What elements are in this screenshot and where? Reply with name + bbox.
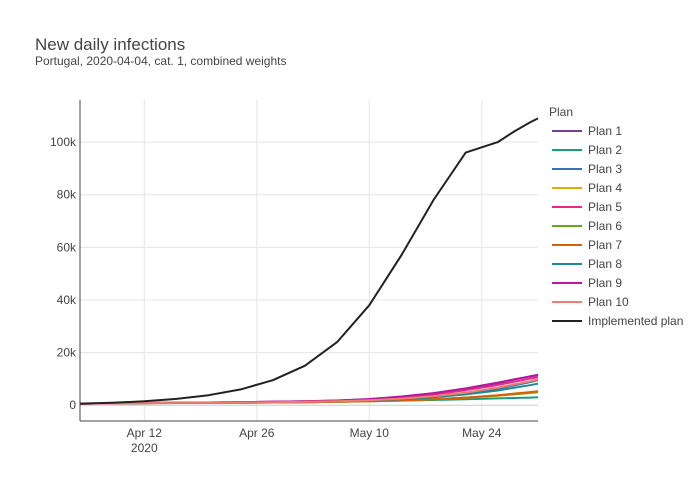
legend-label: Plan 8 — [588, 257, 622, 271]
series-line — [79, 117, 539, 405]
legend-label: Plan 4 — [588, 181, 622, 195]
y-tick-label: 60k — [57, 240, 77, 254]
y-tick-label: 100k — [50, 135, 77, 149]
y-tick-label: 0 — [69, 398, 76, 412]
legend-label: Plan 3 — [588, 162, 622, 176]
legend-label: Plan 5 — [588, 200, 622, 214]
legend-label: Plan 6 — [588, 219, 622, 233]
series-line — [79, 378, 539, 405]
x-tick-sublabel: 2020 — [131, 441, 158, 455]
x-tick-label: Apr 26 — [239, 426, 275, 440]
x-tick-label: May 24 — [462, 426, 502, 440]
y-tick-label: 80k — [57, 188, 77, 202]
y-tick-label: 40k — [57, 293, 77, 307]
y-tick-label: 20k — [57, 346, 77, 360]
x-tick-label: Apr 12 — [127, 426, 163, 440]
chart-title: New daily infections — [35, 35, 186, 54]
x-tick-label: May 10 — [350, 426, 390, 440]
chart-subtitle: Portugal, 2020-04-04, cat. 1, combined w… — [35, 54, 287, 68]
legend-label: Implemented plan — [588, 314, 683, 328]
legend-label: Plan 2 — [588, 143, 622, 157]
legend-title: Plan — [549, 105, 573, 119]
legend-label: Plan 9 — [588, 276, 622, 290]
legend-label: Plan 10 — [588, 295, 629, 309]
legend-label: Plan 1 — [588, 124, 622, 138]
legend-label: Plan 7 — [588, 238, 622, 252]
